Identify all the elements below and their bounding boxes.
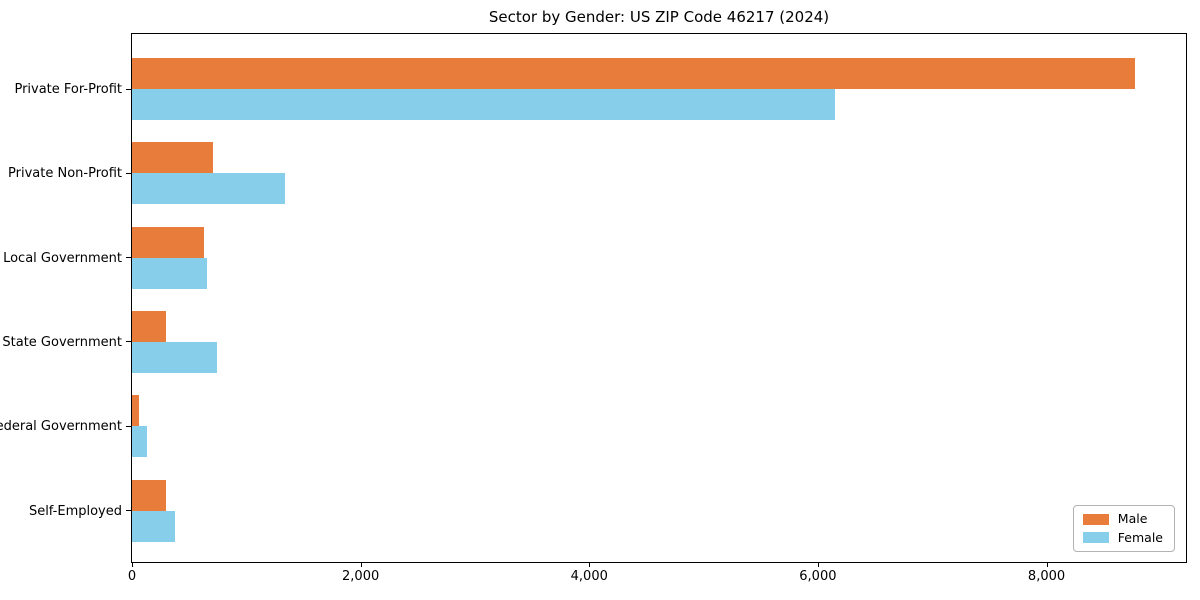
bar-female: [132, 510, 175, 542]
y-axis-tick: [126, 510, 131, 511]
y-axis-tick: [126, 425, 131, 427]
bar-male: [132, 142, 214, 174]
bar-female: [132, 341, 218, 373]
y-axis-label: Self-Employed: [28, 503, 122, 519]
y-axis-label: State Government: [2, 334, 122, 350]
x-axis-label: 8,000: [1027, 569, 1066, 584]
legend: Male Female: [1072, 505, 1175, 552]
y-axis-tick: [126, 341, 131, 343]
x-axis-tick: [360, 562, 362, 567]
x-axis-label: 6,000: [799, 569, 837, 584]
y-axis-label: Private Non-Profit: [8, 166, 122, 182]
bar-male: [132, 58, 1136, 89]
plot-area: Male Female Private For-Profit Private No…: [0, 33, 1187, 583]
bar-female: [132, 89, 836, 120]
y-axis-tick: [126, 257, 131, 259]
y-axis-tick: [126, 88, 131, 90]
chart-title: Sector by Gender: US ZIP Code 46217 (202…: [488, 8, 830, 26]
bar-female: [132, 173, 286, 205]
x-axis-label: 2,000: [342, 569, 380, 584]
y-axis-tick: [126, 172, 131, 174]
male-swatch-icon: [1082, 513, 1109, 525]
bar-male: [132, 310, 167, 342]
legend-item-female: Female: [1082, 529, 1163, 545]
bar-male: [132, 226, 205, 258]
legend-item-male: Male: [1082, 511, 1163, 526]
x-axis-tick: [589, 562, 591, 567]
y-axis-label: Local Government: [3, 250, 122, 266]
x-axis-tick: [1046, 562, 1048, 567]
y-axis-label: Private For-Profit: [14, 82, 122, 97]
x-axis-label: 0: [127, 569, 137, 584]
bar-male: [132, 479, 167, 511]
female-swatch-icon: [1082, 532, 1109, 544]
y-axis-label: Federal Government: [0, 419, 122, 435]
bar-male: [132, 395, 140, 427]
bar-female: [132, 426, 147, 458]
legend-label-female: Female: [1117, 529, 1163, 545]
bar-female: [132, 257, 207, 289]
x-axis-tick: [817, 562, 819, 567]
x-axis-tick: [132, 562, 133, 567]
legend-label-male: Male: [1117, 511, 1148, 526]
x-axis-label: 4,000: [570, 569, 608, 584]
